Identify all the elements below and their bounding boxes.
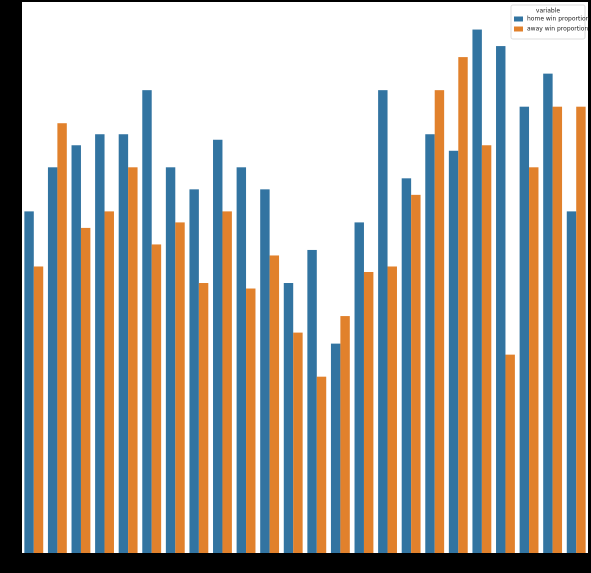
legend-box <box>510 4 586 40</box>
bar <box>71 145 81 553</box>
bar <box>576 106 586 553</box>
bar <box>481 145 492 553</box>
bar <box>529 167 539 554</box>
bar <box>363 271 374 553</box>
bar <box>496 46 506 554</box>
bar <box>142 90 152 553</box>
bar <box>472 29 482 554</box>
bar <box>47 167 58 554</box>
bar <box>293 332 303 553</box>
bar <box>175 222 185 553</box>
bar <box>316 376 327 553</box>
bar <box>401 178 412 553</box>
bar <box>104 211 114 553</box>
bar <box>80 227 91 553</box>
bar <box>505 354 515 553</box>
bar <box>260 189 270 553</box>
bar <box>222 211 232 553</box>
bar <box>189 189 199 553</box>
bar <box>269 255 280 553</box>
bar <box>354 222 364 553</box>
bar <box>458 57 468 553</box>
legend-label: away win proportion <box>527 26 588 33</box>
bar <box>387 266 397 553</box>
bar <box>340 316 350 553</box>
bar <box>434 90 445 553</box>
legend-swatch <box>514 26 523 32</box>
bar <box>411 194 421 553</box>
bar <box>448 150 459 553</box>
bar <box>519 106 530 553</box>
bar <box>283 283 294 553</box>
bar <box>118 134 129 554</box>
legend-swatch <box>514 16 523 22</box>
bar <box>543 73 553 553</box>
bar <box>151 244 162 553</box>
bar <box>95 134 105 554</box>
bar <box>165 167 176 554</box>
bar <box>236 167 247 554</box>
legend-label: home win proportion <box>527 16 590 23</box>
plot-area <box>22 2 588 553</box>
bar <box>57 123 67 553</box>
bar <box>330 343 341 553</box>
bar <box>425 134 435 554</box>
bar <box>246 288 256 553</box>
bar <box>566 211 577 553</box>
legend-title: variable <box>536 8 561 15</box>
bar <box>552 106 563 553</box>
bar <box>128 167 138 554</box>
bar <box>213 139 223 553</box>
bar <box>307 249 317 553</box>
bar <box>198 283 209 553</box>
bar <box>378 90 388 553</box>
bar <box>24 211 34 553</box>
bar <box>33 266 44 553</box>
